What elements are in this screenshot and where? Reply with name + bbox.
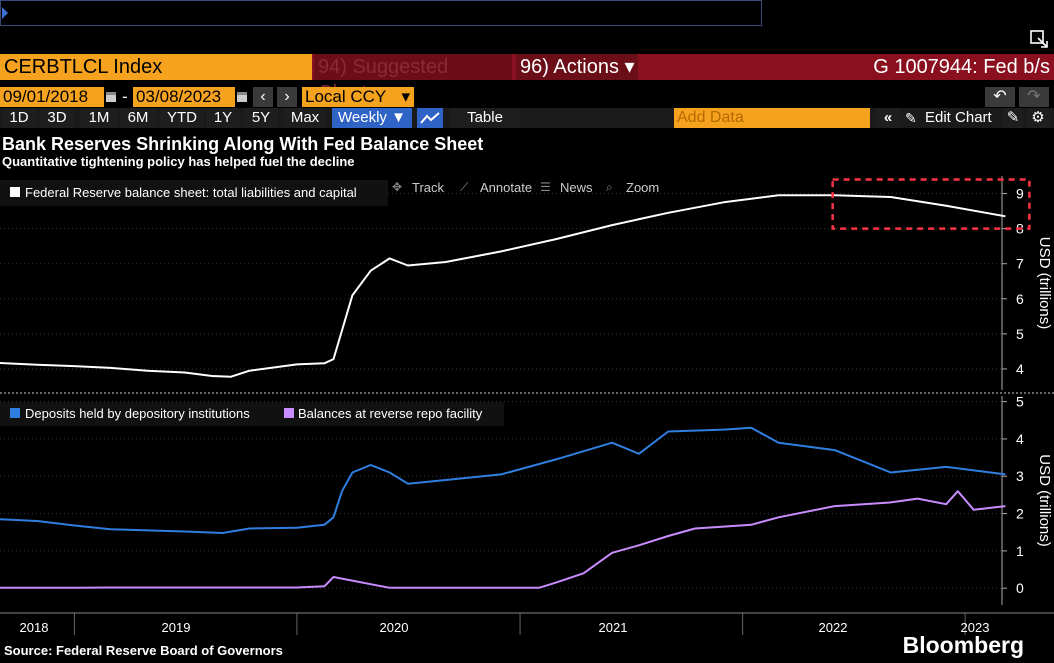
tool-label-news[interactable]: News bbox=[560, 180, 593, 195]
tool-icon: ⌕ bbox=[606, 180, 613, 194]
y-axis-label: USD (trillions) bbox=[1036, 237, 1053, 330]
currency-select[interactable]: Local CCY ▾ bbox=[302, 87, 414, 107]
command-line-input[interactable] bbox=[0, 0, 762, 26]
collapse-icon[interactable]: « bbox=[876, 108, 900, 128]
y-tick-label: 5 bbox=[1016, 326, 1024, 342]
series-line bbox=[0, 194, 1006, 378]
y-tick-label: 7 bbox=[1016, 256, 1024, 272]
x-tick-label: 2021 bbox=[599, 620, 628, 635]
calendar-icon[interactable] bbox=[235, 87, 249, 107]
command-arrow-icon bbox=[2, 7, 8, 19]
line-chart-icon[interactable] bbox=[417, 108, 443, 128]
y-tick-label: 2 bbox=[1016, 506, 1024, 522]
actions-menu-button[interactable]: 96) Actions ▾ bbox=[516, 54, 638, 80]
calendar-icon[interactable] bbox=[104, 87, 118, 107]
popout-icon[interactable] bbox=[1030, 30, 1048, 48]
period-1y[interactable]: 1Y bbox=[206, 108, 240, 128]
x-tick-label: 2018 bbox=[20, 620, 49, 635]
legend-label: Federal Reserve balance sheet: total lia… bbox=[25, 185, 357, 200]
period-max[interactable]: Max bbox=[284, 108, 326, 128]
y-tick-label: 6 bbox=[1016, 291, 1024, 307]
legend-background bbox=[0, 402, 504, 426]
y-tick-label: 1 bbox=[1016, 543, 1024, 559]
x-tick-label: 2020 bbox=[380, 620, 409, 635]
next-period-button[interactable]: › bbox=[277, 87, 297, 107]
legend-label: Balances at reverse repo facility bbox=[298, 406, 483, 421]
y-axis-label: USD (trillions) bbox=[1036, 454, 1053, 547]
start-date-input[interactable]: 09/01/2018 bbox=[0, 87, 104, 107]
graph-title: G 1007944: Fed b/s bbox=[873, 56, 1050, 78]
gear-icon[interactable]: ⚙ bbox=[1027, 108, 1049, 128]
edit-chart-button[interactable]: ✎ Edit Chart bbox=[905, 109, 992, 126]
tool-label-track[interactable]: Track bbox=[412, 180, 445, 195]
add-data-input[interactable]: Add Data bbox=[674, 108, 870, 128]
tool-icon: ✥ bbox=[392, 180, 402, 194]
redo-button[interactable]: ↷ bbox=[1019, 87, 1049, 107]
period-1d[interactable]: 1D bbox=[2, 108, 36, 128]
date-separator: - bbox=[122, 87, 128, 106]
end-date-input[interactable]: 03/08/2023 bbox=[133, 87, 235, 107]
series-line bbox=[0, 490, 1006, 589]
y-tick-label: 4 bbox=[1016, 361, 1024, 377]
period-6m[interactable]: 6M bbox=[120, 108, 156, 128]
table-button[interactable]: Table bbox=[450, 108, 520, 128]
tool-label-annotate[interactable]: Annotate bbox=[480, 180, 532, 195]
legend-label: Deposits held by depository institutions bbox=[25, 406, 250, 421]
frequency-select[interactable]: Weekly ▼ bbox=[332, 108, 412, 128]
x-tick-label: 2023 bbox=[961, 620, 990, 635]
edit-settings-icon[interactable]: ✎ bbox=[1003, 108, 1023, 128]
x-tick-label: 2022 bbox=[819, 620, 848, 635]
legend-swatch bbox=[10, 408, 20, 418]
pencil-icon: ✎ bbox=[905, 110, 917, 126]
legend-background bbox=[0, 180, 388, 206]
legend-swatch bbox=[10, 187, 20, 197]
period-ytd[interactable]: YTD bbox=[160, 108, 204, 128]
chart-subtitle: Quantitative tightening policy has helpe… bbox=[2, 154, 355, 169]
period-3d[interactable]: 3D bbox=[40, 108, 74, 128]
period-1m[interactable]: 1M bbox=[80, 108, 118, 128]
undo-button[interactable]: ↶ bbox=[985, 87, 1015, 107]
tool-label-zoom[interactable]: Zoom bbox=[626, 180, 659, 195]
tool-icon: ⟋ bbox=[460, 180, 469, 194]
y-tick-label: 4 bbox=[1016, 431, 1024, 447]
prev-period-button[interactable]: ‹ bbox=[253, 87, 273, 107]
ticker-field[interactable]: CERBTLCL Index bbox=[0, 54, 312, 80]
source-note: Source: Federal Reserve Board of Governo… bbox=[4, 643, 283, 658]
period-5y[interactable]: 5Y bbox=[244, 108, 278, 128]
series-line bbox=[0, 426, 1006, 534]
bloomberg-logo: Bloomberg bbox=[902, 632, 1024, 658]
legend-swatch bbox=[284, 408, 294, 418]
chart-title: Bank Reserves Shrinking Along With Fed B… bbox=[2, 134, 484, 154]
y-tick-label: 3 bbox=[1016, 468, 1024, 484]
x-tick-label: 2019 bbox=[162, 620, 191, 635]
y-tick-label: 0 bbox=[1016, 580, 1024, 596]
tool-icon: ☰ bbox=[540, 180, 551, 194]
y-tick-label: 9 bbox=[1016, 186, 1024, 202]
highlight-box bbox=[831, 178, 1031, 230]
y-tick-label: 5 bbox=[1016, 394, 1024, 410]
